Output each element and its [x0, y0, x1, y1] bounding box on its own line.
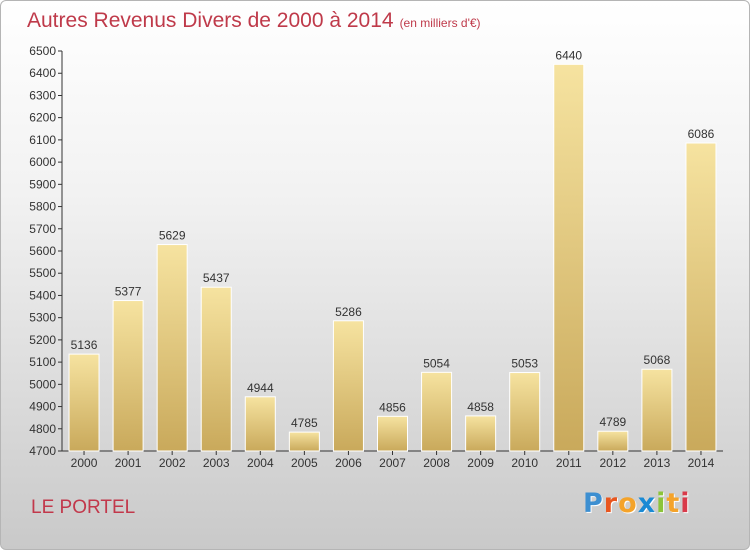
bar-2003	[200, 286, 232, 452]
x-tick-label: 2007	[379, 456, 406, 470]
logo-letter: r	[603, 488, 619, 519]
bar-2008	[421, 371, 453, 452]
bar-2006	[332, 320, 364, 452]
y-tick-label: 6100	[29, 133, 56, 147]
y-tick-label: 5300	[29, 311, 56, 325]
x-tick-label: 2005	[291, 456, 318, 470]
x-tick-label: 2002	[159, 456, 186, 470]
y-tick-label: 5000	[29, 377, 56, 391]
location-label: LE PORTEL	[31, 497, 136, 518]
y-tick-label: 6400	[29, 66, 56, 80]
data-label: 4789	[599, 415, 626, 429]
x-tick-label: 2006	[335, 456, 362, 470]
logo-letter: t	[666, 488, 681, 519]
bar-2004	[244, 396, 276, 452]
data-label: 4856	[379, 400, 406, 414]
y-tick-label: 5400	[29, 288, 56, 302]
y-tick-label: 5100	[29, 355, 56, 369]
logo-letter: P	[583, 488, 604, 519]
y-tick-label: 5600	[29, 244, 56, 258]
y-tick-label: 4900	[29, 400, 56, 414]
data-label: 4944	[247, 381, 274, 395]
y-tick-label: 4700	[29, 444, 56, 458]
data-label: 6086	[688, 127, 715, 141]
x-tick-label: 2004	[247, 456, 274, 470]
logo-letter: o	[618, 488, 638, 519]
y-tick-label: 5800	[29, 200, 56, 214]
x-tick-label: 2000	[71, 456, 98, 470]
bar-2007	[377, 415, 408, 452]
y-tick-label: 5500	[29, 266, 56, 280]
logo-letter: x	[637, 488, 657, 519]
data-label: 5377	[115, 285, 142, 299]
data-label: 4785	[291, 416, 318, 430]
chart-title-text: Autres Revenus Divers de 2000 à 2014	[27, 9, 394, 32]
data-label: 5068	[644, 353, 671, 367]
bar-2013	[641, 368, 673, 452]
y-tick-label: 4800	[29, 422, 56, 436]
x-tick-label: 2003	[203, 456, 230, 470]
x-tick-label: 2013	[644, 456, 671, 470]
bar-2002	[156, 244, 188, 452]
bar-2010	[509, 372, 541, 452]
bar-2000	[68, 353, 100, 452]
y-tick-label: 6200	[29, 111, 56, 125]
x-tick-label: 2012	[599, 456, 626, 470]
chart-subtitle: (en milliers d'€)	[399, 16, 481, 30]
x-tick-label: 2014	[688, 456, 715, 470]
logo-letter: i	[656, 488, 667, 519]
y-tick-label: 5200	[29, 333, 56, 347]
x-tick-label: 2001	[115, 456, 142, 470]
logo-letter: i	[680, 488, 691, 519]
chart-title: Autres Revenus Divers de 2000 à 2014 (en …	[27, 9, 481, 33]
x-tick-label: 2011	[556, 456, 582, 470]
x-tick-label: 2010	[511, 456, 538, 470]
bar-2014	[685, 142, 717, 452]
data-label: 6440	[555, 48, 582, 62]
y-tick-label: 5700	[29, 222, 56, 236]
bar-2012	[597, 430, 629, 452]
data-label: 5286	[335, 305, 362, 319]
data-label: 5437	[203, 271, 230, 285]
y-tick-label: 6300	[29, 88, 56, 102]
y-tick-label: 6500	[29, 44, 56, 58]
x-tick-label: 2008	[423, 456, 450, 470]
y-tick-label: 5900	[29, 177, 56, 191]
bar-2009	[465, 415, 497, 452]
y-tick-label: 6000	[29, 155, 56, 169]
bar-2005	[288, 431, 320, 452]
data-label: 5629	[159, 229, 186, 243]
data-label: 4858	[467, 400, 494, 414]
bar-2011	[553, 63, 585, 452]
bar-2001	[112, 300, 144, 452]
data-label: 5054	[423, 356, 450, 370]
proxiti-logo: Proxiti	[583, 488, 691, 519]
data-label: 5136	[71, 338, 98, 352]
data-label: 5053	[511, 357, 538, 371]
x-tick-label: 2009	[467, 456, 494, 470]
